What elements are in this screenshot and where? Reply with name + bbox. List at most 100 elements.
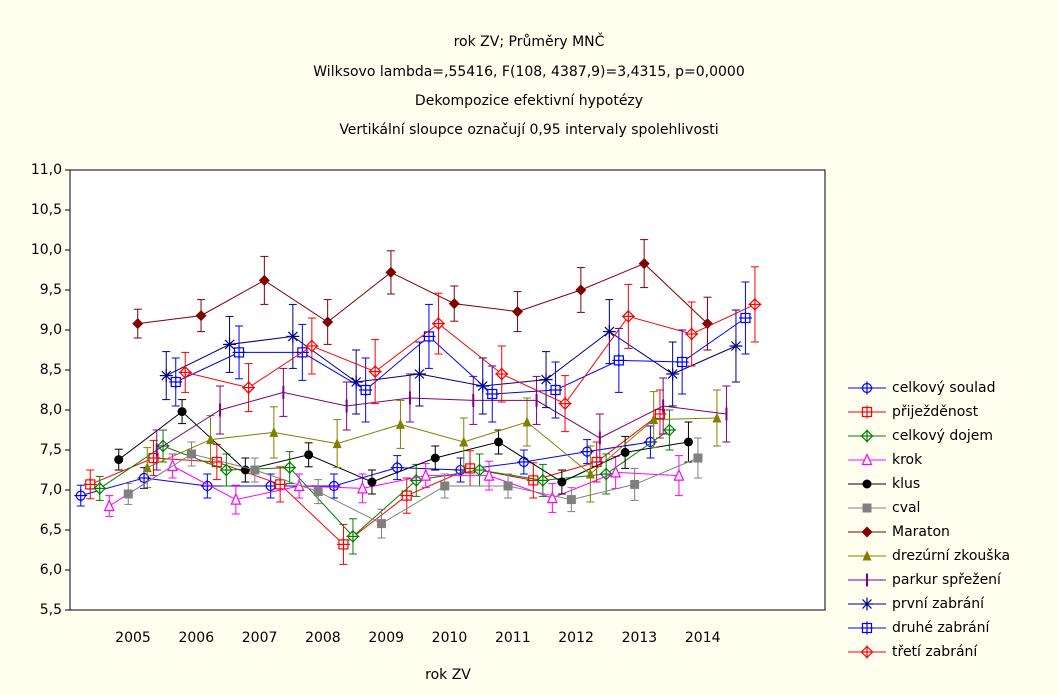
marker-part xyxy=(585,468,595,479)
y-tick-label: 5,5 xyxy=(40,602,62,618)
marker-part xyxy=(862,550,872,561)
marker xyxy=(860,645,874,659)
marker xyxy=(860,405,874,419)
marker xyxy=(638,258,650,270)
legend-item: cval xyxy=(848,500,920,516)
series-line xyxy=(108,465,679,507)
series-line xyxy=(147,417,717,475)
x-tick-label: 2011 xyxy=(495,630,531,646)
x-tick-label: 2006 xyxy=(178,630,214,646)
x-tick-label: 2013 xyxy=(622,630,658,646)
marker-part xyxy=(420,468,432,481)
x-tick-label: 2014 xyxy=(685,630,721,646)
marker-part xyxy=(414,369,425,379)
marker-part xyxy=(123,489,133,499)
legend-label: krok xyxy=(892,452,923,468)
x-tick-label: 2005 xyxy=(115,630,151,646)
marker xyxy=(431,317,445,331)
marker xyxy=(612,353,626,367)
marker xyxy=(512,306,524,318)
marker-part xyxy=(693,453,703,463)
marker-part xyxy=(367,477,377,487)
marker-part xyxy=(861,453,873,466)
marker-part xyxy=(332,438,342,449)
marker xyxy=(242,381,256,395)
marker xyxy=(230,492,242,505)
marker xyxy=(536,473,550,487)
marker xyxy=(250,465,260,475)
plot-area xyxy=(69,169,826,611)
marker xyxy=(327,479,341,493)
series-line xyxy=(166,330,737,387)
legend-item: třetí zabrání xyxy=(848,644,978,660)
marker xyxy=(485,387,499,401)
marker xyxy=(159,369,173,383)
legend-item: Maraton xyxy=(848,524,950,540)
marker xyxy=(430,453,440,463)
marker xyxy=(463,461,477,475)
marker xyxy=(187,449,197,459)
marker xyxy=(206,434,216,445)
marker xyxy=(286,329,300,343)
marker xyxy=(322,316,334,328)
marker xyxy=(712,412,722,423)
marker xyxy=(420,468,432,481)
y-tick-label: 8,0 xyxy=(40,402,62,418)
marker-part xyxy=(512,306,524,318)
marker xyxy=(178,365,192,379)
marker xyxy=(666,367,680,381)
y-tick-label: 9,5 xyxy=(40,282,62,298)
marker-part xyxy=(620,447,630,457)
marker-part xyxy=(862,503,872,513)
marker-part xyxy=(322,316,334,328)
legend-label: celkový soulad xyxy=(892,380,995,396)
marker-part xyxy=(557,477,567,487)
x-tick-label: 2012 xyxy=(558,630,594,646)
marker xyxy=(169,375,183,389)
marker xyxy=(575,284,587,296)
marker xyxy=(610,465,622,478)
marker-part xyxy=(385,266,397,278)
marker xyxy=(683,437,693,447)
marker xyxy=(195,310,207,322)
marker xyxy=(701,318,713,330)
marker-part xyxy=(667,369,678,379)
marker xyxy=(412,367,426,381)
marker xyxy=(395,418,405,429)
marker xyxy=(585,468,595,479)
marker-part xyxy=(161,370,172,381)
marker-part xyxy=(287,331,298,342)
legend-label: drezúrní zkouška xyxy=(892,548,1010,564)
chart-subtitle: Dekompozice efektivní hypotézy xyxy=(415,93,643,109)
marker xyxy=(580,445,594,459)
marker-part xyxy=(638,258,650,270)
marker xyxy=(557,477,567,487)
marker-part xyxy=(177,407,187,417)
marker xyxy=(103,499,115,512)
marker xyxy=(93,481,107,495)
marker xyxy=(599,467,613,481)
marker xyxy=(620,447,630,457)
marker-part xyxy=(483,468,495,481)
y-tick-label: 6,5 xyxy=(40,522,62,538)
marker-part xyxy=(630,479,640,489)
marker xyxy=(313,487,323,497)
marker-part xyxy=(610,465,622,478)
marker xyxy=(258,274,270,286)
marker-part xyxy=(862,479,872,489)
marker-part xyxy=(575,284,587,296)
legend-label: druhé zabrání xyxy=(892,620,990,636)
marker xyxy=(269,426,279,437)
marker xyxy=(549,383,563,397)
marker-part xyxy=(731,341,741,351)
marker xyxy=(860,381,874,395)
marker-part xyxy=(604,326,615,337)
marker xyxy=(653,407,667,421)
legend-item: celkový dojem xyxy=(848,428,993,444)
legend-item: první zabrání xyxy=(848,596,985,612)
legend-label: Maraton xyxy=(892,524,950,540)
legend-item: přiježděnost xyxy=(848,404,979,420)
y-tick-label: 10,0 xyxy=(31,242,62,258)
marker xyxy=(359,383,373,397)
legend-item: drezúrní zkouška xyxy=(848,548,1010,564)
